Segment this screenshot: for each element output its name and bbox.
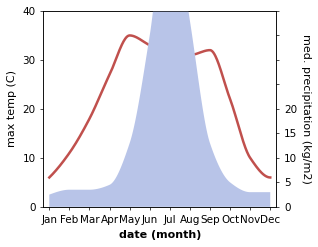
X-axis label: date (month): date (month) [119, 230, 201, 240]
Y-axis label: med. precipitation (kg/m2): med. precipitation (kg/m2) [301, 34, 311, 184]
Y-axis label: max temp (C): max temp (C) [7, 70, 17, 147]
